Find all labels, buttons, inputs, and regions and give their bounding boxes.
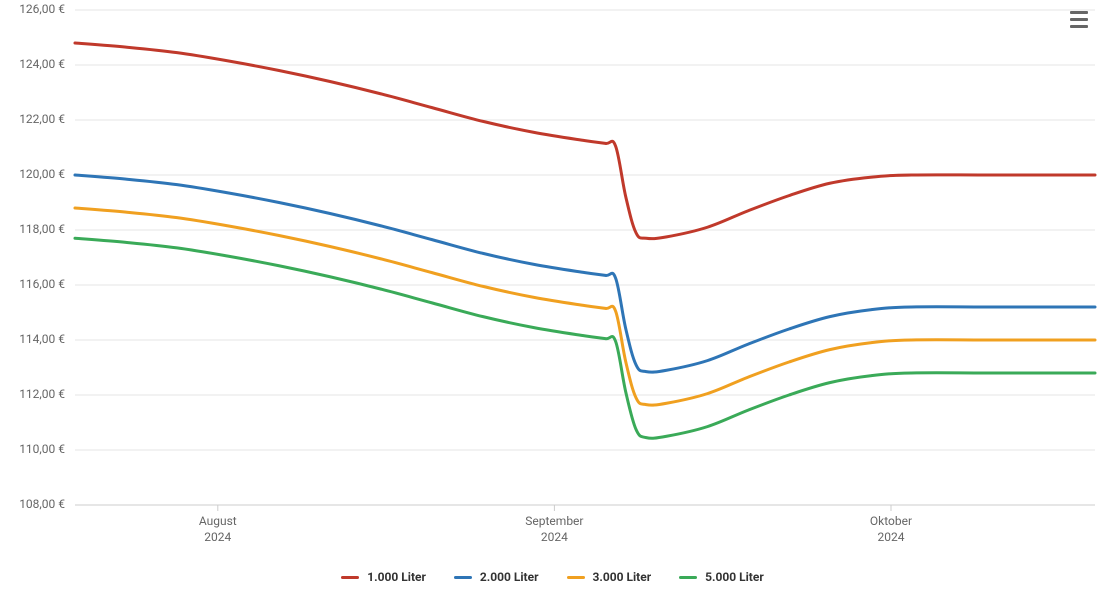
legend-item[interactable]: 5.000 Liter xyxy=(679,570,764,584)
y-tick-label: 122,00 € xyxy=(19,112,65,126)
x-tick-sublabel: 2024 xyxy=(878,530,905,544)
legend-label: 5.000 Liter xyxy=(705,570,764,584)
legend-label: 3.000 Liter xyxy=(593,570,652,584)
x-tick-label: Oktober xyxy=(870,514,912,528)
x-tick-sublabel: 2024 xyxy=(541,530,568,544)
chart-container: 108,00 € 110,00 € 112,00 € 114,00 € 116,00 €… xyxy=(0,0,1105,602)
legend-label: 1.000 Liter xyxy=(367,570,426,584)
legend-swatch xyxy=(679,576,697,579)
hamburger-menu-icon[interactable] xyxy=(1067,8,1091,30)
legend-label: 2.000 Liter xyxy=(480,570,539,584)
legend-item[interactable]: 2.000 Liter xyxy=(454,570,539,584)
y-tick-label: 124,00 € xyxy=(19,57,65,71)
y-tick-label: 116,00 € xyxy=(19,277,65,291)
legend-swatch xyxy=(454,576,472,579)
y-tick-label: 114,00 € xyxy=(19,332,65,346)
legend-swatch xyxy=(567,576,585,579)
legend-item[interactable]: 3.000 Liter xyxy=(567,570,652,584)
y-tick-label: 112,00 € xyxy=(19,387,65,401)
y-tick-label: 108,00 € xyxy=(19,497,65,511)
legend-item[interactable]: 1.000 Liter xyxy=(341,570,426,584)
y-tick-label: 110,00 € xyxy=(19,442,65,456)
x-tick-sublabel: 2024 xyxy=(204,530,231,544)
legend: 1.000 Liter 2.000 Liter 3.000 Liter 5.000 L… xyxy=(0,570,1105,584)
x-tick-label: August xyxy=(199,514,237,528)
y-tick-label: 120,00 € xyxy=(19,167,65,181)
x-tick-label: September xyxy=(525,514,583,528)
legend-swatch xyxy=(341,576,359,579)
y-tick-label: 118,00 € xyxy=(19,222,65,236)
line-chart: 108,00 € 110,00 € 112,00 € 114,00 € 116,00 €… xyxy=(0,0,1105,602)
y-tick-label: 126,00 € xyxy=(19,2,65,16)
